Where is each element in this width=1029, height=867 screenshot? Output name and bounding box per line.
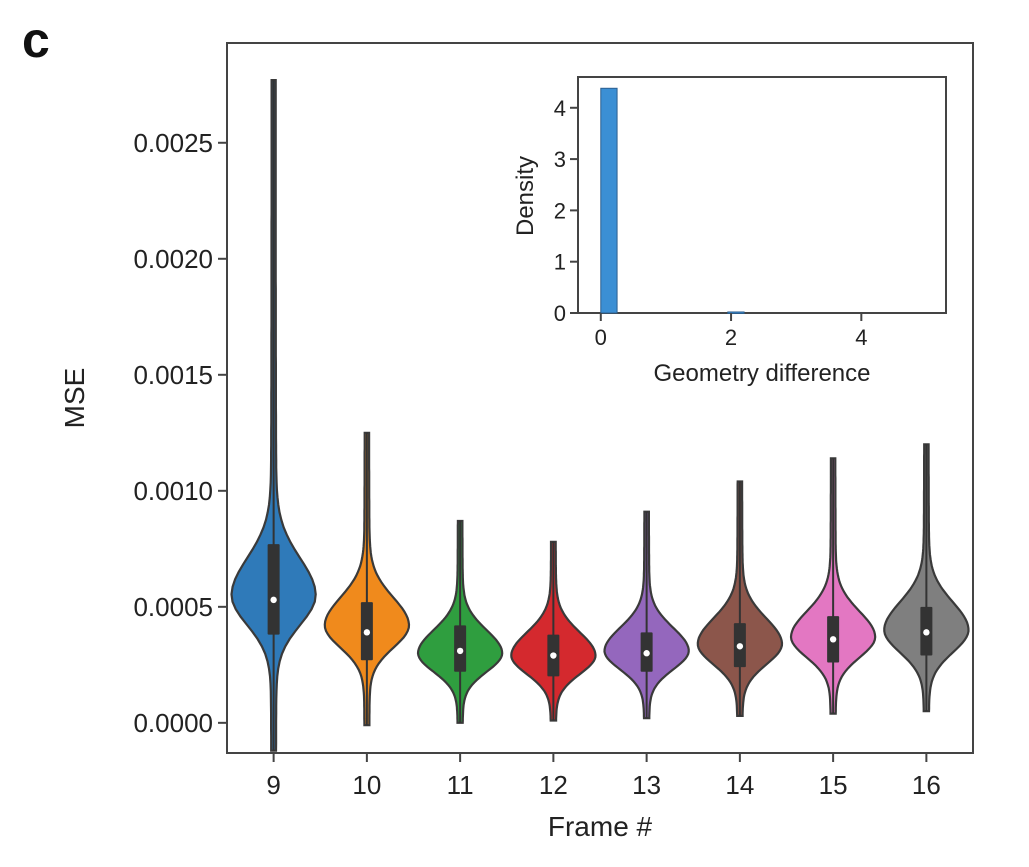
inset-x-axis: 0 2 4 [595,313,867,350]
inset-bar-1 [727,311,745,314]
inset-y-tick-label: 0 [554,301,566,326]
inset-x-tick-label: 4 [855,325,867,350]
inset-y-tick-label: 3 [554,147,566,172]
main-plot-frame [226,42,974,754]
violin-median-dot-11 [456,647,464,655]
violin-median-dot-9 [270,596,277,604]
inset-x-tick-label: 0 [595,325,607,350]
main-x-tick-label: 13 [632,770,661,800]
main-x-tick-label: 16 [912,770,941,800]
main-x-tick-label: 10 [352,770,381,800]
inset-y-axis-label: Density [512,156,539,236]
main-y-tick-label: 0.0015 [133,360,213,390]
inset-bar-0 [600,87,618,314]
panel-label: c [22,12,50,68]
main-x-tick-label: 9 [266,770,280,800]
violin-median-dot-10 [363,629,371,636]
main-y-tick-label: 0.0010 [133,476,213,506]
main-y-axis: 0.0000 0.0005 0.0010 0.0015 0.0020 0.0025 [133,128,227,738]
main-y-tick-label: 0.0025 [133,128,213,158]
main-x-tick-label: 15 [819,770,848,800]
inset-x-tick-label: 2 [725,325,737,350]
violin-median-dot-16 [923,629,930,636]
inset-y-tick-label: 1 [554,250,566,275]
violin-median-dot-14 [736,643,744,650]
main-x-tick-label: 14 [725,770,754,800]
main-x-tick-label: 12 [539,770,568,800]
inset-x-axis-label: Geometry difference [654,360,871,387]
inset-y-tick-label: 4 [554,96,566,121]
inset-plot-frame [577,76,947,314]
main-y-tick-label: 0.0000 [133,708,213,738]
inset-y-tick-label: 2 [554,198,566,223]
violin-group [230,79,970,752]
main-y-axis-label: MSE [59,368,90,429]
main-x-tick-label: 11 [447,770,474,800]
main-y-tick-label: 0.0020 [133,244,213,274]
violin-median-dot-13 [643,650,650,657]
main-y-tick-label: 0.0005 [133,592,213,622]
main-x-axis-label: Frame # [548,811,653,842]
main-x-axis: 9 10 11 12 13 14 15 16 [266,753,941,800]
violin-median-dot-15 [829,636,837,643]
violin-median-dot-12 [550,652,557,659]
inset-y-axis: 0 1 2 3 4 [554,96,578,326]
violin-iqr-box-9 [267,544,280,635]
inset-bars [600,87,745,314]
